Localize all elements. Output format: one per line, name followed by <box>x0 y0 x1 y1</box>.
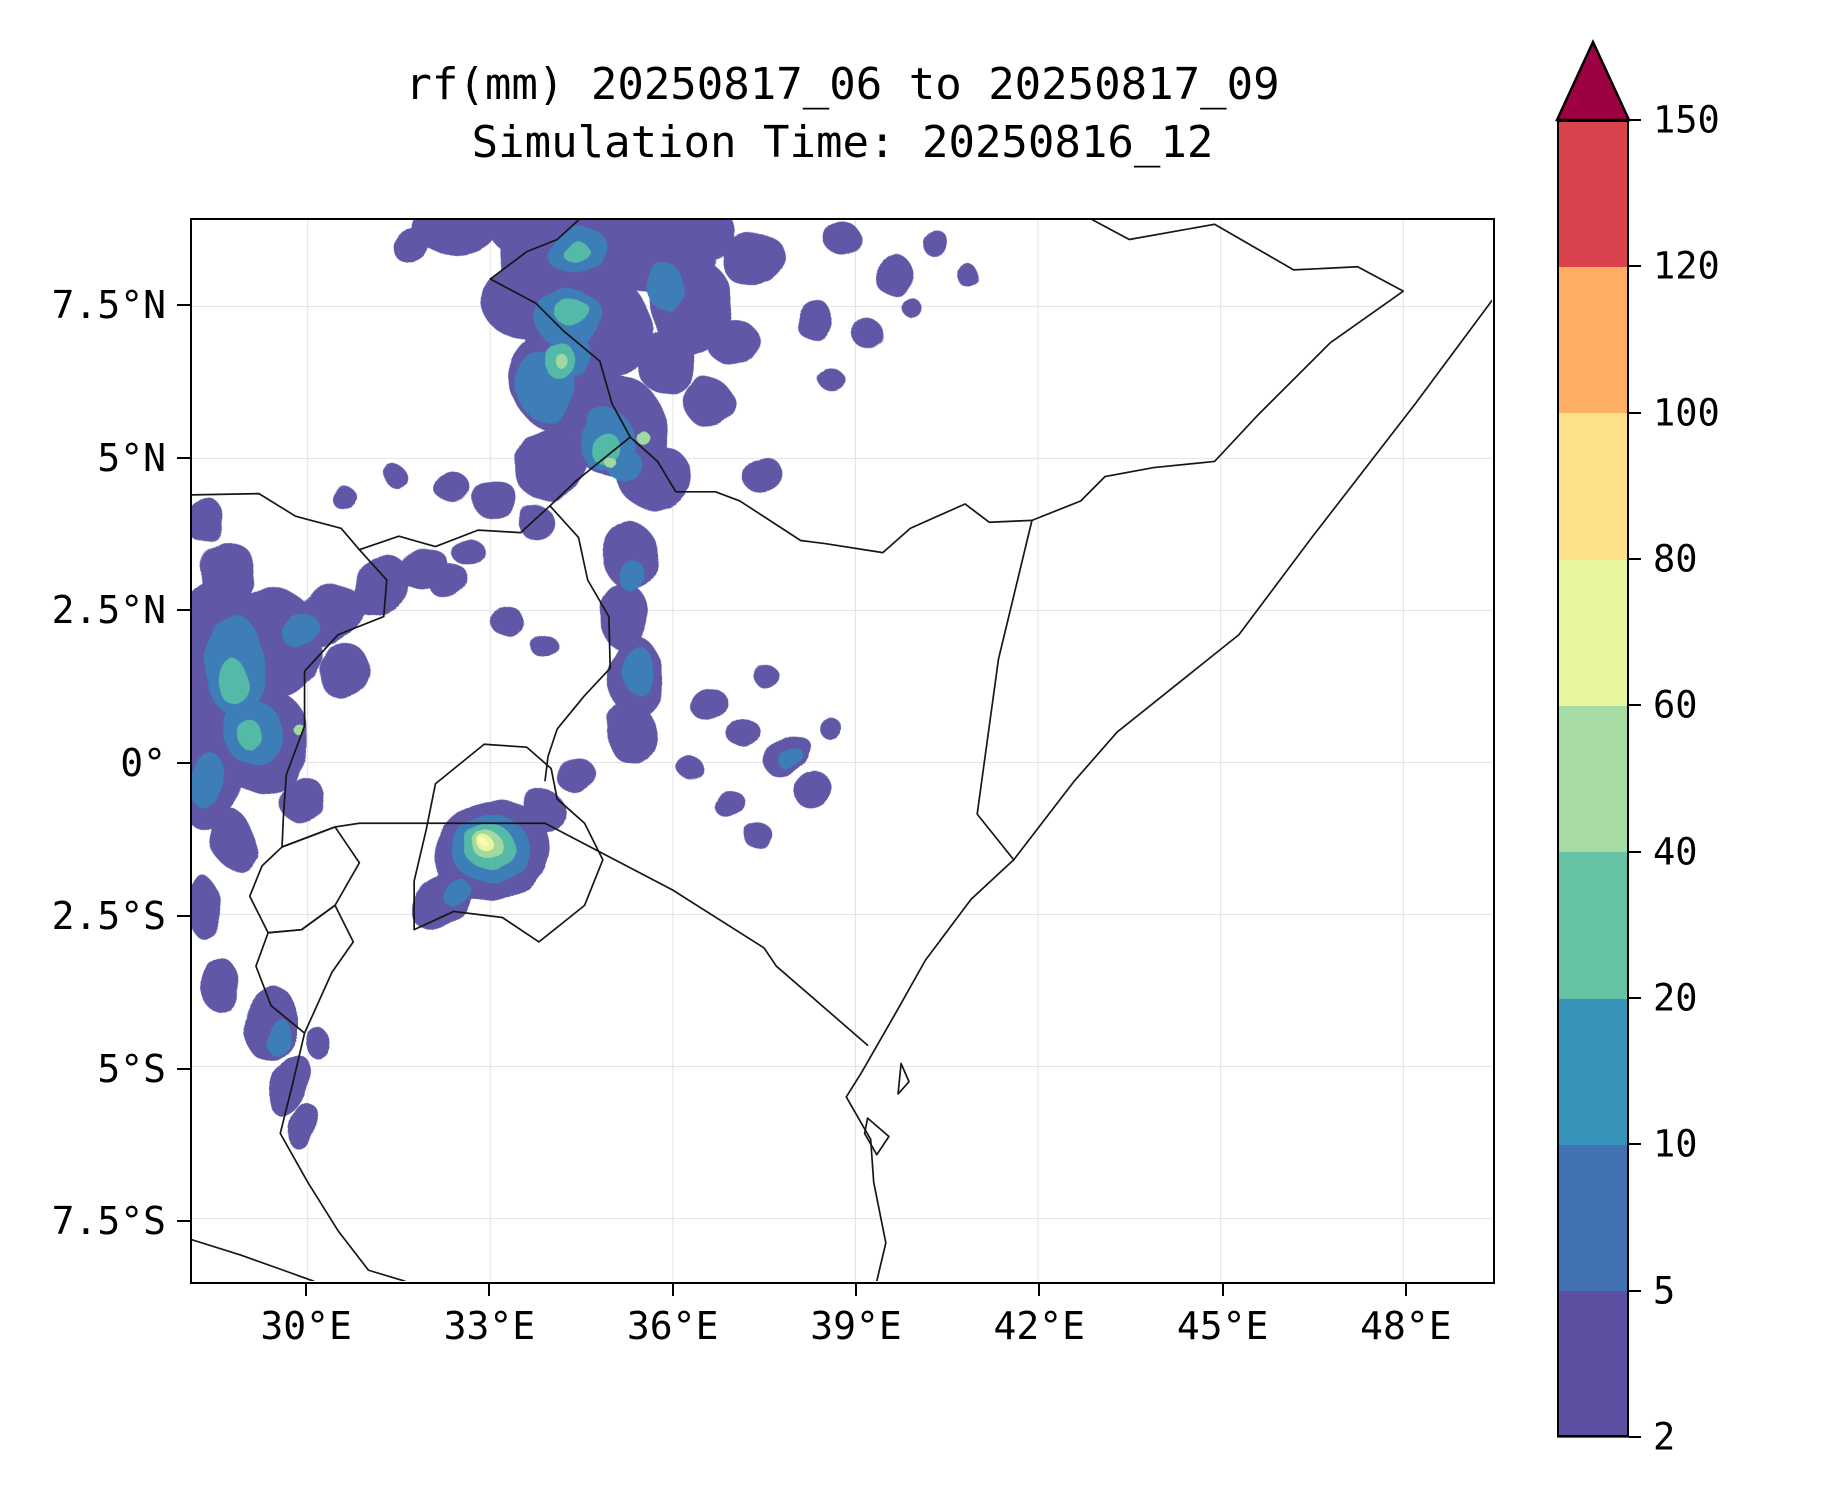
y-tick-label: 5°N <box>97 435 166 480</box>
colorbar-tick-label: 150 <box>1653 98 1720 142</box>
colorbar-segment <box>1557 705 1629 853</box>
indian-ocean-coastline <box>845 299 1492 1281</box>
colorbar-tick-mark <box>1629 558 1641 560</box>
colorbar-tick-label: 80 <box>1653 537 1698 581</box>
colorbar-tick-mark <box>1629 704 1641 707</box>
drc-south-sudan-border <box>192 492 361 551</box>
x-tick-mark <box>305 1284 308 1296</box>
colorbar-tick-mark <box>1629 119 1641 121</box>
y-tick-mark <box>177 1220 190 1223</box>
y-tick-mark <box>177 303 190 306</box>
y-tick-label: 7.5°N <box>51 282 166 327</box>
colorbar-segment <box>1557 1144 1629 1292</box>
drc-uganda-border <box>281 548 388 848</box>
burundi-borders <box>255 904 355 1034</box>
x-tick-label: 36°E <box>626 1304 719 1348</box>
colorbar-tick-label: 2 <box>1653 1415 1676 1459</box>
colorbar-tick-label: 120 <box>1653 244 1720 288</box>
colorbar-segment <box>1557 559 1629 706</box>
x-tick-label: 33°E <box>443 1304 536 1348</box>
chart-title: rf(mm) 20250817_06 to 20250817_09 Simula… <box>190 56 1495 172</box>
zanzibar-island <box>863 1117 890 1156</box>
y-tick-label: 2.5°N <box>51 588 166 633</box>
x-tick-mark <box>671 1284 674 1296</box>
pemba-island <box>897 1062 910 1095</box>
x-tick-mark <box>1404 1284 1407 1296</box>
x-tick-mark <box>1221 1284 1224 1296</box>
colorbar-tick-label: 10 <box>1653 1122 1698 1166</box>
chart-title-line1: rf(mm) 20250817_06 to 20250817_09 <box>405 59 1280 110</box>
colorbar-segment <box>1557 412 1629 560</box>
x-tick-label: 48°E <box>1360 1304 1452 1348</box>
x-tick-mark <box>854 1284 857 1296</box>
colorbar-tick-label: 20 <box>1653 976 1698 1020</box>
y-tick-mark <box>177 456 190 459</box>
x-tick-label: 39°E <box>810 1304 902 1348</box>
colorbar-tick-label: 100 <box>1653 391 1720 435</box>
map-canvas <box>192 220 1492 1281</box>
colorbar-tick-label: 40 <box>1653 830 1698 874</box>
colorbar-segment <box>1557 120 1629 267</box>
colorbar-tick-mark <box>1629 411 1641 414</box>
kenya-tanzania-border <box>544 822 869 1047</box>
y-tick-label: 0° <box>120 741 166 785</box>
colorbar-tick-mark <box>1629 1289 1641 1292</box>
colorbar-segment <box>1557 266 1629 414</box>
x-tick-mark <box>1038 1284 1041 1296</box>
colorbar-segment <box>1557 1290 1629 1438</box>
x-tick-label: 30°E <box>260 1304 352 1348</box>
uganda-south-sudan-border <box>358 505 551 551</box>
x-tick-label: 45°E <box>1176 1304 1269 1348</box>
colorbar-tick-mark <box>1629 850 1641 853</box>
y-tick-mark <box>177 914 190 917</box>
kenya-south-sudan-border <box>549 436 632 507</box>
colorbar-segment <box>1557 998 1629 1145</box>
south-sudan-ethiopia-border <box>489 220 632 438</box>
y-tick-label: 2.5°S <box>51 893 166 938</box>
kenya-somalia-border <box>976 519 1033 861</box>
y-tick-mark <box>177 1067 190 1070</box>
x-tick-mark <box>488 1284 491 1296</box>
y-tick-mark <box>177 609 190 612</box>
colorbar-tick-mark <box>1629 1143 1641 1146</box>
lake-victoria-shoreline <box>413 743 604 943</box>
x-tick-label: 42°E <box>993 1304 1086 1348</box>
y-tick-label: 5°S <box>97 1046 166 1091</box>
ethiopia-somalia-border <box>1031 220 1405 522</box>
map-plot <box>190 218 1495 1284</box>
colorbar-tick-label: 5 <box>1653 1269 1676 1313</box>
kenya-ethiopia-border <box>629 436 1033 554</box>
colorbar-tick-label: 60 <box>1653 683 1698 727</box>
country-borders <box>192 220 1492 1281</box>
colorbar-tick-mark <box>1629 1436 1641 1438</box>
chart-title-line2: Simulation Time: 20250816_12 <box>471 117 1214 168</box>
colorbar-extend-arrow <box>1555 39 1631 122</box>
tanzania-zambia-border <box>192 1238 315 1281</box>
colorbar-tick-mark <box>1629 997 1641 999</box>
y-tick-label: 7.5°S <box>51 1199 166 1244</box>
y-tick-mark <box>177 762 190 764</box>
gridlines <box>192 220 1492 1281</box>
uganda-kenya-border <box>544 505 612 782</box>
colorbar-segment <box>1557 851 1629 999</box>
colorbar-tick-mark <box>1629 265 1641 268</box>
drc-tanzania-lake-tanganyika <box>279 1032 406 1281</box>
